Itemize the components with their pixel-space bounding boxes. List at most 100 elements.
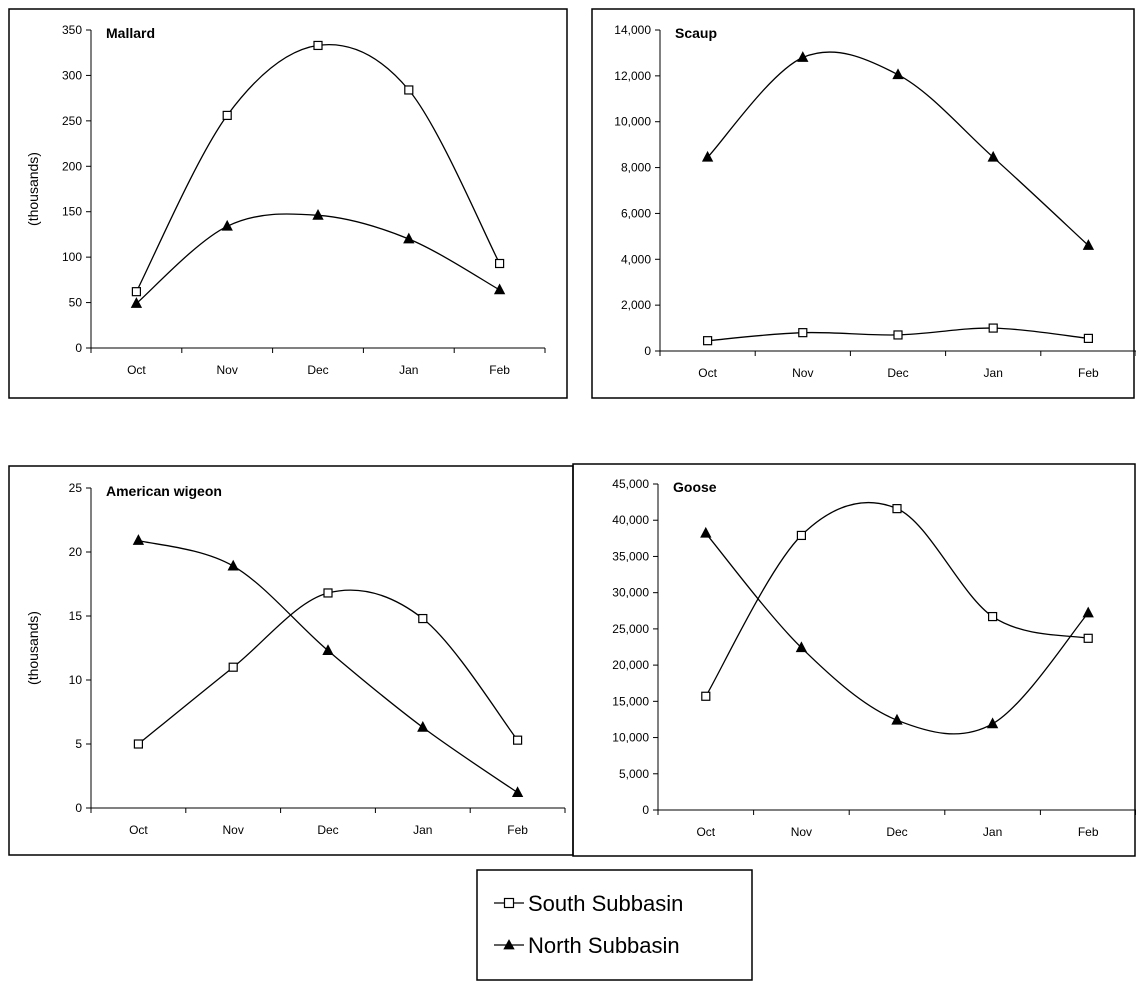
y-axis-label-mallard: (thousands) <box>25 152 41 226</box>
x-tick-label-scaup: Jan <box>984 366 1003 380</box>
data-point-goose-south <box>1083 633 1093 643</box>
y-tick-label-goose: 40,000 <box>612 513 649 527</box>
y-tick-label-american-wigeon: 25 <box>69 481 83 495</box>
y-tick-label-scaup: 6,000 <box>621 206 651 220</box>
x-tick-label-scaup: Dec <box>887 366 908 380</box>
data-point-american-wigeon-north <box>511 786 524 798</box>
x-tick-label-goose: Jan <box>983 825 1002 839</box>
y-tick-label-goose: 0 <box>642 803 649 817</box>
x-tick-label-american-wigeon: Nov <box>223 823 244 837</box>
data-point-mallard-north <box>403 232 415 244</box>
x-tick-label-scaup: Oct <box>698 366 717 380</box>
legend-entry-south: South Subbasin <box>494 891 683 916</box>
data-point-goose-north <box>986 717 999 729</box>
y-tick-label-goose: 15,000 <box>612 694 649 708</box>
data-point-goose-north <box>700 526 712 538</box>
x-tick-label-mallard: Feb <box>489 363 510 377</box>
y-tick-label-mallard: 350 <box>62 23 82 37</box>
data-point-scaup-north <box>892 68 904 80</box>
y-tick-label-mallard: 250 <box>62 114 82 128</box>
data-point-american-wigeon-south <box>133 739 143 749</box>
panel-frame-mallard <box>8 8 568 399</box>
data-point-scaup-south <box>893 330 903 340</box>
data-point-goose-north <box>795 641 808 653</box>
chart-panel-american-wigeon: 0 5 10 15 20 25 Oct Nov Dec Jan Feb American wigeon… <box>8 465 574 856</box>
data-point-scaup-north <box>797 51 809 62</box>
y-tick-label-goose: 10,000 <box>612 731 649 745</box>
y-tick-label-mallard: 0 <box>75 341 82 355</box>
panel-frame-goose <box>572 463 1136 857</box>
y-tick-label-scaup: 0 <box>644 344 651 358</box>
y-tick-label-american-wigeon: 0 <box>75 801 82 815</box>
data-point-mallard-south <box>131 287 141 297</box>
y-tick-label-american-wigeon: 20 <box>69 545 83 559</box>
data-point-scaup-south <box>1083 333 1094 343</box>
legend-marker-south <box>503 897 515 909</box>
data-point-mallard-south <box>313 40 323 51</box>
y-tick-label-mallard: 200 <box>62 159 82 173</box>
y-tick-label-scaup: 4,000 <box>621 252 651 266</box>
x-tick-label-goose: Feb <box>1078 825 1099 839</box>
y-tick-label-goose: 35,000 <box>612 549 649 563</box>
y-axis-label-american-wigeon: (thousands) <box>25 611 41 685</box>
y-tick-label-goose: 5,000 <box>619 767 649 781</box>
x-tick-label-mallard: Nov <box>217 363 238 377</box>
y-tick-label-scaup: 12,000 <box>614 69 651 83</box>
data-point-american-wigeon-north <box>417 721 429 732</box>
x-tick-label-scaup: Nov <box>792 366 813 380</box>
chart-panel-goose: 0 5,000 10,000 15,000 20,000 25,000 30,000 35,0… <box>572 463 1136 857</box>
data-point-american-wigeon-north <box>132 534 145 545</box>
y-tick-label-goose: 45,000 <box>612 477 649 491</box>
data-point-mallard-north <box>130 297 143 308</box>
data-point-mallard-north <box>221 219 233 231</box>
x-tick-label-american-wigeon: Jan <box>413 823 432 837</box>
series-line-goose-north <box>705 532 1089 735</box>
y-tick-label-mallard: 100 <box>62 250 82 264</box>
legend-label-south: South Subbasin <box>528 891 683 916</box>
data-point-scaup-south <box>988 323 998 333</box>
data-point-scaup-north <box>987 150 999 162</box>
series-line-scaup-north <box>707 51 1089 246</box>
y-tick-label-american-wigeon: 10 <box>69 673 83 687</box>
data-point-mallard-south <box>404 85 414 95</box>
x-tick-label-american-wigeon: Feb <box>507 823 528 837</box>
data-point-american-wigeon-north <box>227 559 239 571</box>
y-tick-label-mallard: 150 <box>62 205 82 219</box>
y-tick-label-american-wigeon: 5 <box>75 737 82 751</box>
data-point-mallard-south <box>222 110 232 121</box>
chart-title-american-wigeon: American wigeon <box>106 483 222 499</box>
chart-title-scaup: Scaup <box>675 25 717 41</box>
y-tick-label-scaup: 10,000 <box>614 115 651 129</box>
x-tick-label-goose: Dec <box>886 825 907 839</box>
x-tick-label-mallard: Dec <box>307 363 328 377</box>
x-tick-label-scaup: Feb <box>1078 366 1099 380</box>
x-tick-label-american-wigeon: Oct <box>129 823 148 837</box>
legend: South Subbasin North Subbasin <box>476 869 753 981</box>
y-tick-label-goose: 25,000 <box>612 622 649 636</box>
data-point-scaup-south <box>702 336 713 346</box>
series-line-mallard-south <box>135 44 501 292</box>
data-point-scaup-north <box>1082 239 1095 250</box>
chart-title-mallard: Mallard <box>106 25 155 41</box>
y-tick-label-scaup: 14,000 <box>614 23 651 37</box>
x-tick-label-american-wigeon: Dec <box>317 823 338 837</box>
y-tick-label-goose: 20,000 <box>612 658 649 672</box>
series-line-american-wigeon-north <box>138 539 518 794</box>
panel-frame-american-wigeon <box>8 465 574 856</box>
data-point-goose-north <box>891 713 903 725</box>
data-point-scaup-north <box>701 150 714 162</box>
chart-panel-scaup: 0 2,000 4,000 6,000 8,000 10,000 12,000 14,000 O… <box>591 8 1136 399</box>
y-tick-label-mallard: 50 <box>69 296 83 310</box>
x-tick-label-mallard: Jan <box>399 363 418 377</box>
y-tick-label-mallard: 300 <box>62 68 82 82</box>
y-tick-label-scaup: 2,000 <box>621 298 651 312</box>
series-line-goose-south <box>705 501 1089 697</box>
data-point-goose-south <box>701 691 711 701</box>
data-point-american-wigeon-north <box>322 644 334 655</box>
data-point-goose-south <box>892 504 902 514</box>
data-point-scaup-south <box>798 328 808 338</box>
data-point-american-wigeon-south <box>418 613 428 624</box>
y-tick-label-scaup: 8,000 <box>621 161 651 175</box>
data-point-american-wigeon-south <box>512 735 523 745</box>
